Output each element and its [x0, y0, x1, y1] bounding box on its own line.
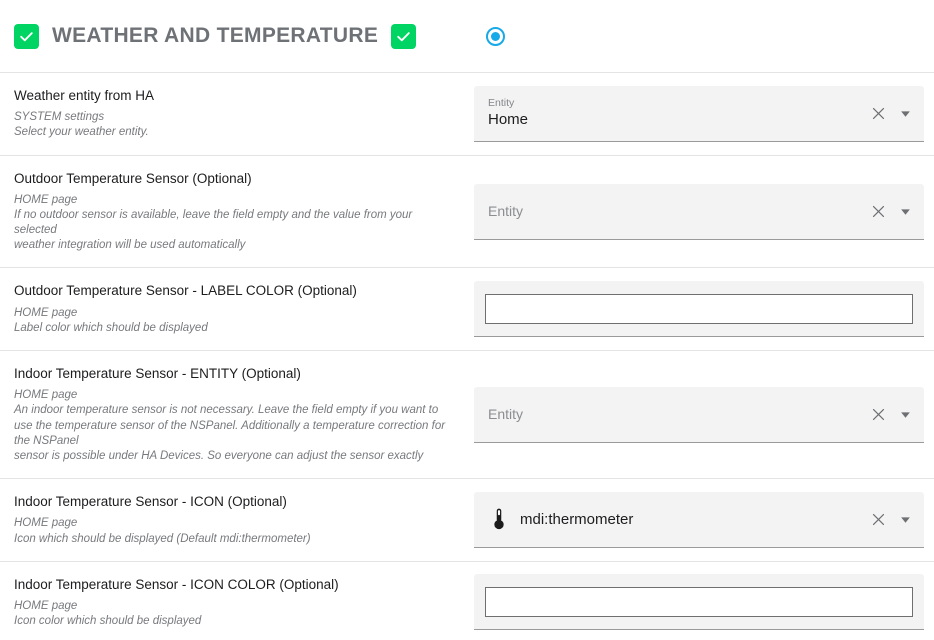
setting-control: Entity	[470, 351, 934, 478]
setting-label: Outdoor Temperature Sensor (Optional)	[14, 170, 252, 186]
field-leading-icon	[488, 507, 510, 531]
setting-description-line: Label color which should be displayed	[14, 321, 208, 334]
setting-control	[470, 562, 934, 640]
field-actions	[861, 405, 914, 423]
open-dropdown-button[interactable]	[896, 510, 914, 528]
setting-control	[470, 268, 934, 350]
entity-select-field[interactable]: Entity	[474, 386, 924, 443]
setting-info: Outdoor Temperature Sensor - LABEL COLOR…	[0, 268, 470, 350]
chevron-down-icon	[900, 517, 910, 523]
open-dropdown-button[interactable]	[896, 202, 914, 220]
settings-row: Indoor Temperature Sensor - ENTITY (Opti…	[0, 351, 934, 480]
setting-info: Indoor Temperature Sensor - ICON COLOR (…	[0, 562, 470, 640]
color-swatch-input[interactable]	[485, 586, 913, 617]
section-mode-radio[interactable]	[486, 27, 506, 47]
setting-label: Indoor Temperature Sensor - ENTITY (Opti…	[14, 366, 301, 382]
clear-field-button[interactable]	[869, 104, 887, 122]
setting-control: Entity	[470, 156, 934, 268]
entity-select-field[interactable]: Entity Home	[474, 85, 924, 142]
field-actions	[861, 104, 914, 122]
settings-row: Indoor Temperature Sensor - ICON COLOR (…	[0, 561, 934, 640]
field-value: Home	[488, 111, 529, 129]
setting-label: Outdoor Temperature Sensor - LABEL COLOR…	[14, 283, 357, 299]
entity-select-field[interactable]: mdi:thermometer	[474, 491, 924, 548]
field-actions	[861, 510, 914, 528]
setting-info: Weather entity from HA SYSTEM settings Sel…	[0, 73, 470, 155]
field-placeholder: Entity	[488, 406, 524, 423]
field-text-area[interactable]: mdi:thermometer	[520, 511, 861, 528]
check-icon	[20, 31, 33, 41]
field-text-area[interactable]: Entity	[488, 406, 861, 422]
field-text-area[interactable]: Entity Home	[488, 96, 861, 129]
chevron-down-icon	[900, 111, 910, 117]
entity-select-field[interactable]: Entity	[474, 183, 924, 240]
color-picker-field[interactable]	[474, 574, 924, 631]
setting-description-line: Icon color which should be displayed	[14, 615, 202, 628]
setting-description-line: HOME page	[14, 517, 78, 530]
chevron-down-icon	[900, 411, 910, 418]
open-dropdown-button[interactable]	[896, 104, 914, 122]
clear-field-button[interactable]	[869, 202, 887, 220]
thermometer-icon	[494, 509, 504, 530]
color-swatch-input[interactable]	[485, 293, 913, 324]
setting-description-line: An indoor temperature sensor is not nece…	[14, 404, 446, 447]
radio-outer-ring	[486, 27, 505, 46]
field-floating-label: Entity	[488, 96, 515, 109]
setting-description-line: SYSTEM settings	[14, 111, 105, 124]
clear-icon	[872, 513, 884, 525]
settings-row: Outdoor Temperature Sensor (Optional) HOM…	[0, 155, 934, 269]
setting-description-line: HOME page	[14, 599, 78, 612]
setting-description-line: If no outdoor sensor is available, leave…	[14, 208, 413, 237]
setting-description-line: Select your weather entity.	[14, 126, 149, 139]
chevron-down-icon	[900, 208, 910, 215]
check-icon	[397, 31, 410, 41]
setting-description-line: HOME page	[14, 306, 78, 319]
settings-row: Outdoor Temperature Sensor - LABEL COLOR…	[0, 268, 934, 352]
clear-icon	[872, 408, 884, 420]
clear-icon	[872, 205, 884, 217]
setting-info: Outdoor Temperature Sensor (Optional) HOM…	[0, 156, 470, 268]
field-text-area[interactable]: Entity	[488, 203, 861, 219]
field-value: mdi:thermometer	[520, 510, 634, 528]
settings-row: Indoor Temperature Sensor - ICON (Option…	[0, 479, 934, 562]
section-enable-checkbox-right[interactable]	[391, 23, 417, 49]
setting-label: Weather entity from HA	[14, 88, 155, 103]
setting-label: Indoor Temperature Sensor - ICON COLOR (…	[14, 576, 339, 592]
setting-label: Indoor Temperature Sensor - ICON (Option…	[14, 494, 287, 510]
setting-description-line: HOME page	[14, 389, 78, 402]
setting-description-line: HOME page	[14, 193, 78, 206]
clear-field-button[interactable]	[869, 405, 887, 423]
field-placeholder: Entity	[488, 202, 524, 219]
setting-control: mdi:thermometer	[470, 479, 934, 561]
radio-inner-dot	[491, 32, 500, 41]
clear-field-button[interactable]	[869, 510, 887, 528]
setting-info: Indoor Temperature Sensor - ICON (Option…	[0, 479, 470, 561]
setting-description-line: sensor is possible under HA Devices. So …	[14, 449, 424, 462]
open-dropdown-button[interactable]	[896, 405, 914, 423]
settings-list: Weather entity from HA SYSTEM settings Sel…	[0, 73, 934, 640]
section-header: WEATHER AND TEMPERATURE	[0, 0, 934, 73]
setting-description-line: weather integration will be used automat…	[14, 239, 246, 252]
clear-icon	[872, 107, 884, 119]
color-picker-field[interactable]	[474, 281, 924, 338]
field-actions	[861, 202, 914, 220]
setting-control: Entity Home	[470, 73, 934, 155]
page-title: WEATHER AND TEMPERATURE	[52, 24, 379, 47]
section-enable-checkbox-left[interactable]	[14, 23, 39, 49]
setting-description-line: Icon which should be displayed (Default …	[14, 532, 311, 545]
settings-row: Weather entity from HA SYSTEM settings Sel…	[0, 73, 934, 156]
setting-info: Indoor Temperature Sensor - ENTITY (Opti…	[0, 351, 470, 478]
